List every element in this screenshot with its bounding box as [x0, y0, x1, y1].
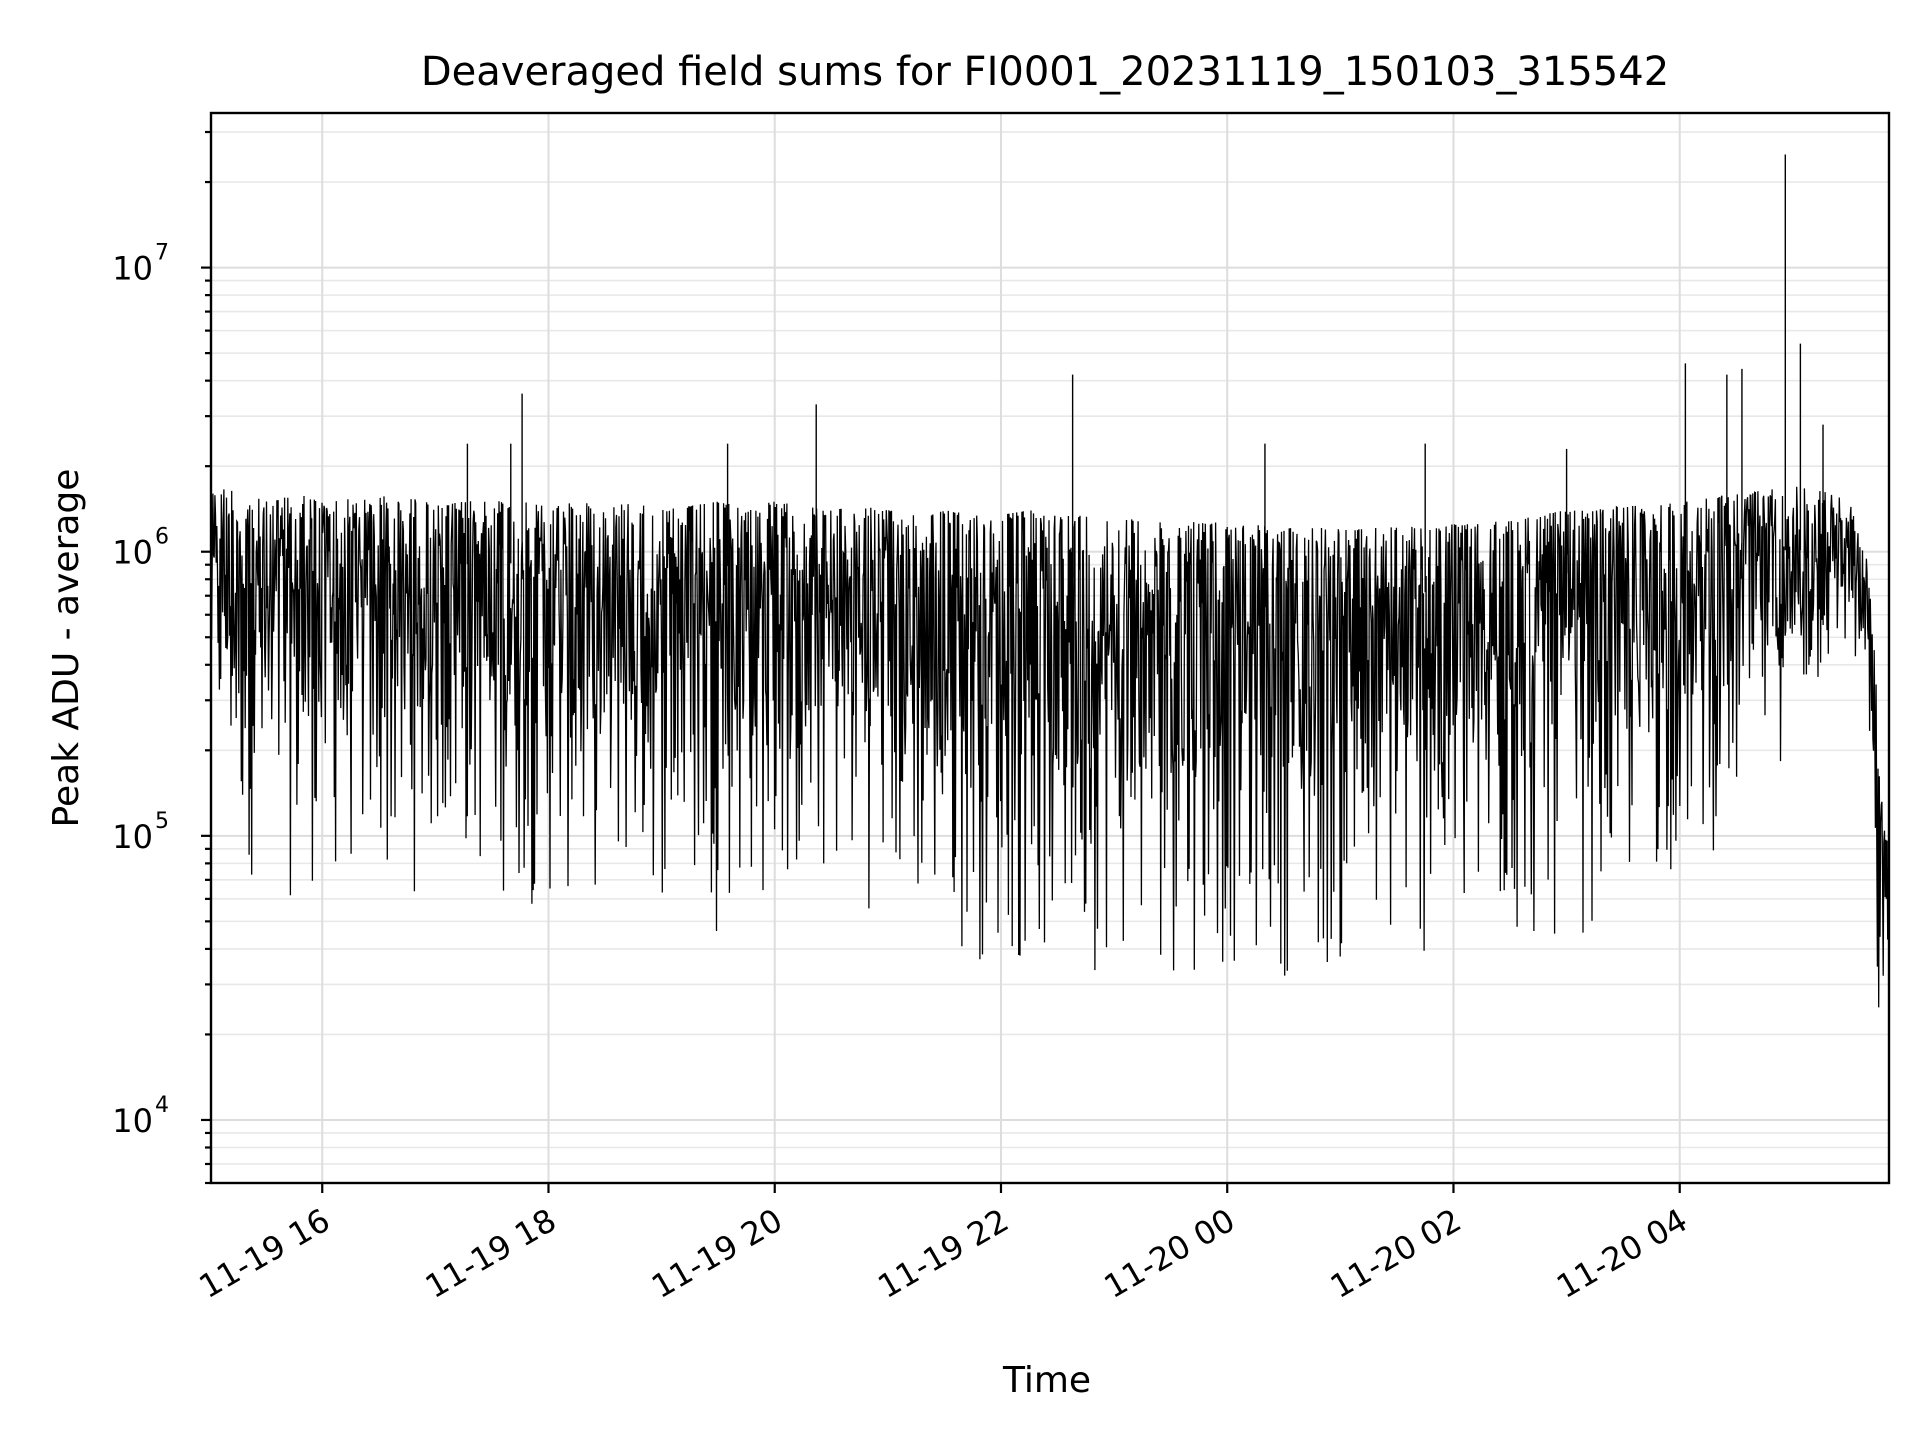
- x-tick-label: 11-20 04: [1550, 1201, 1694, 1306]
- y-tick-exponent: 6: [155, 525, 169, 550]
- y-tick-label: 10: [112, 534, 153, 572]
- x-tick-label: 11-19 18: [419, 1201, 563, 1306]
- x-axis-label: Time: [1002, 1360, 1091, 1401]
- chart-title: Deaveraged field sums for FI0001_2023111…: [421, 49, 1669, 95]
- x-axis: 11-19 16 11-19 18 11-19 20 11-19 22 11-20 00…: [193, 1183, 1694, 1306]
- x-tick-label: 11-20 02: [1324, 1201, 1468, 1306]
- x-tick-label: 11-19 20: [645, 1201, 789, 1306]
- plot-frame: [209, 111, 1891, 1185]
- y-tick-exponent: 5: [155, 809, 169, 834]
- y-tick-label: 10: [112, 250, 153, 288]
- series-line: [210, 486, 1890, 1008]
- x-tick-label: 11-19 16: [193, 1201, 337, 1306]
- y-tick-label: 10: [112, 1102, 153, 1140]
- y-tick-exponent: 4: [155, 1093, 169, 1118]
- y-tick-label: 10: [112, 818, 153, 856]
- x-tick-label: 11-19 22: [871, 1201, 1015, 1306]
- x-tick-label: 11-20 00: [1098, 1201, 1242, 1306]
- series: [210, 154, 1890, 1008]
- y-axis-label: Peak ADU - average: [46, 469, 87, 828]
- y-tick-exponent: 7: [155, 241, 169, 266]
